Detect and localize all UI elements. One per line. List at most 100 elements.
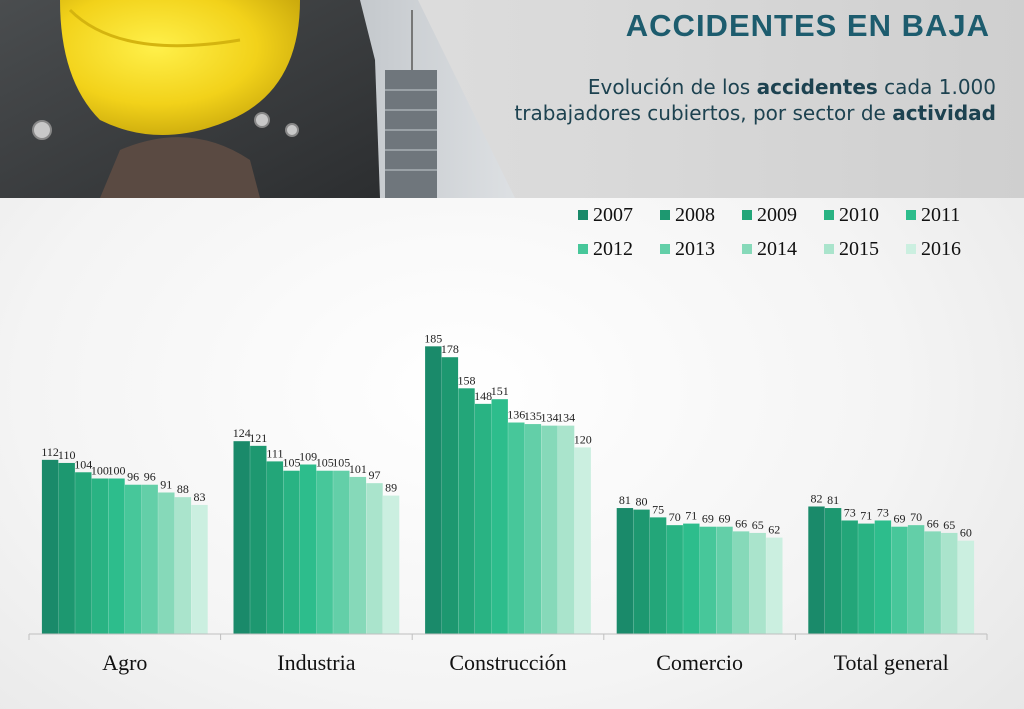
legend-label-2015: 2015 xyxy=(839,238,879,260)
category-label-industria: Industria xyxy=(277,650,355,675)
data-label-industria-2013: 105 xyxy=(332,456,350,470)
subtitle-text-1: Evolución de los xyxy=(587,75,757,99)
data-label-comercio-2012: 69 xyxy=(702,512,714,526)
bar-comercio-2010 xyxy=(666,525,683,634)
data-label-total-general-2008: 81 xyxy=(827,493,839,507)
data-label-industria-2009: 111 xyxy=(266,446,283,460)
bar-industria-2010 xyxy=(283,470,300,634)
data-label-industria-2015: 97 xyxy=(369,468,381,482)
category-label-comercio: Comercio xyxy=(656,650,743,675)
data-label-comercio-2016: 62 xyxy=(768,523,780,537)
legend-label-2007: 2007 xyxy=(593,204,633,226)
data-label-total-general-2009: 73 xyxy=(844,505,856,519)
bar-total-general-2009 xyxy=(841,520,858,634)
bar-industria-2015 xyxy=(366,483,383,634)
bar-comercio-2007 xyxy=(616,508,634,634)
bar-industria-2014 xyxy=(349,476,367,634)
data-label-total-general-2016: 60 xyxy=(960,526,972,540)
legend-swatch-2016 xyxy=(906,244,916,254)
bar-total-general-2007 xyxy=(808,506,825,634)
bar-total-general-2015 xyxy=(941,532,958,634)
header-banner: ACCIDENTES EN BAJA Evolución de los acci… xyxy=(0,0,1024,198)
data-label-industria-2008: 121 xyxy=(249,431,267,445)
bar-agro-2010 xyxy=(91,478,109,634)
data-label-industria-2014: 101 xyxy=(349,462,367,476)
data-label-total-general-2015: 65 xyxy=(943,518,955,532)
data-label-construcción-2015: 134 xyxy=(557,411,575,425)
bar-agro-2015 xyxy=(174,497,192,634)
data-label-industria-2012: 105 xyxy=(316,456,334,470)
data-label-construcción-2016: 120 xyxy=(574,432,592,446)
bar-industria-2008 xyxy=(250,445,267,634)
data-label-industria-2011: 109 xyxy=(299,450,317,464)
bar-comercio-2009 xyxy=(649,517,667,634)
legend-swatch-2014 xyxy=(742,244,752,254)
bar-comercio-2014 xyxy=(732,531,750,634)
legend-swatch-2015 xyxy=(824,244,834,254)
data-label-agro-2016: 83 xyxy=(194,490,206,504)
legend-swatch-2013 xyxy=(660,244,670,254)
bar-construcción-2009 xyxy=(458,388,475,634)
data-label-construcción-2007: 185 xyxy=(424,331,442,345)
data-label-comercio-2011: 71 xyxy=(685,509,697,523)
data-label-comercio-2010: 70 xyxy=(669,510,681,524)
data-label-agro-2015: 88 xyxy=(177,482,189,496)
subtitle-emphasis-1: accidentes xyxy=(756,75,878,99)
bar-agro-2008 xyxy=(58,462,75,634)
bar-comercio-2015 xyxy=(749,532,766,634)
bar-agro-2007 xyxy=(41,459,59,634)
bar-industria-2007 xyxy=(233,441,250,634)
bar-comercio-2011 xyxy=(683,523,700,634)
bar-agro-2013 xyxy=(141,484,158,634)
legend-label-2008: 2008 xyxy=(675,204,715,226)
subtitle-text-2: cada 1.000 trabajadores cubiertos, por s… xyxy=(514,75,996,125)
legend-swatch-2012 xyxy=(578,244,588,254)
data-label-construcción-2012: 136 xyxy=(507,408,525,422)
subtitle-emphasis-2: actividad xyxy=(892,101,996,125)
data-label-industria-2016: 89 xyxy=(385,481,397,495)
bar-construcción-2013 xyxy=(524,424,542,634)
bar-comercio-2012 xyxy=(699,526,717,634)
data-label-agro-2013: 96 xyxy=(144,470,156,484)
data-label-comercio-2015: 65 xyxy=(752,518,764,532)
bar-construcción-2011 xyxy=(491,399,508,634)
bar-total-general-2014 xyxy=(924,531,941,634)
bar-agro-2011 xyxy=(108,478,125,634)
legend-swatch-2009 xyxy=(742,210,752,220)
data-label-comercio-2008: 80 xyxy=(636,495,648,509)
category-label-construcción: Construcción xyxy=(449,650,566,675)
bar-industria-2009 xyxy=(266,461,284,634)
bar-agro-2009 xyxy=(75,472,92,634)
legend-label-2012: 2012 xyxy=(593,238,633,260)
data-label-industria-2007: 124 xyxy=(233,426,251,440)
legend-swatch-2008 xyxy=(660,210,670,220)
data-label-total-general-2012: 69 xyxy=(894,512,906,526)
bar-total-general-2011 xyxy=(874,520,892,634)
legend: 2007 2008 2009 2010 2011 2012 2013 2014 2015 2016 xyxy=(578,204,961,260)
bar-construcción-2012 xyxy=(508,422,525,634)
legend-swatch-2007 xyxy=(578,210,588,220)
bar-industria-2011 xyxy=(299,464,317,634)
bar-total-general-2008 xyxy=(824,508,842,634)
bar-total-general-2010 xyxy=(858,523,875,634)
bar-industria-2012 xyxy=(316,470,333,634)
data-label-agro-2010: 100 xyxy=(91,464,109,478)
category-label-total-general: Total general xyxy=(834,650,949,675)
data-label-construcción-2011: 151 xyxy=(491,384,509,398)
bar-agro-2012 xyxy=(124,484,142,634)
data-label-total-general-2014: 66 xyxy=(927,516,939,530)
x-axis-ticks xyxy=(28,634,988,640)
bar-comercio-2013 xyxy=(716,526,733,634)
data-label-agro-2009: 104 xyxy=(74,457,92,471)
data-label-agro-2008: 110 xyxy=(58,448,76,462)
legend-label-2016: 2016 xyxy=(921,238,961,260)
data-label-construcción-2013: 135 xyxy=(524,409,542,423)
bar-construcción-2007 xyxy=(425,346,442,634)
data-label-total-general-2007: 82 xyxy=(811,491,823,505)
data-label-agro-2012: 96 xyxy=(127,470,139,484)
data-label-agro-2007: 112 xyxy=(41,445,59,459)
bar-construcción-2014 xyxy=(541,425,558,634)
bar-total-general-2016 xyxy=(957,540,975,634)
data-label-comercio-2013: 69 xyxy=(719,512,731,526)
